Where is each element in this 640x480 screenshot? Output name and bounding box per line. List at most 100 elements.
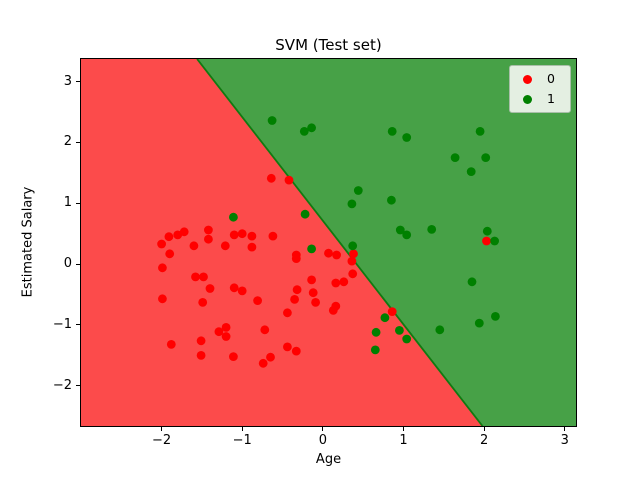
scatter-point-class-0 [387,307,397,316]
legend-marker-icon [523,94,532,104]
legend-item-class-1: 1 [510,89,570,109]
scatter-point-class-0 [291,254,301,263]
scatter-point-class-1 [370,345,380,355]
scatter-point-class-1 [380,313,390,323]
scatter-point-class-1 [402,133,412,142]
scatter-point-class-0 [196,351,206,360]
scatter-point-class-1 [353,186,363,195]
scatter-point-class-1 [267,116,277,125]
scatter-point-class-1 [371,327,381,337]
scatter-point-class-1 [491,312,500,321]
scatter-point-class-0 [339,277,349,287]
x-tick-mark [402,427,404,431]
scatter-point-class-0 [324,248,333,258]
scatter-point-class-0 [331,278,341,288]
scatter-point-class-1 [482,226,492,236]
scatter-point-class-1 [307,123,316,133]
y-tick-label: 2 [63,134,72,150]
y-tick-label: −2 [52,377,72,393]
decision-boundary-line [196,59,484,426]
chart-title: SVM (Test set) [275,36,382,54]
x-tick-label: 1 [399,433,408,448]
scatter-point-class-1 [299,127,309,136]
x-axis-label: Age [315,452,342,467]
scatter-point-class-0 [204,234,213,244]
y-tick-mark [76,202,80,204]
scatter-point-class-0 [237,229,247,239]
legend-label: 1 [547,91,555,106]
scatter-point-class-0 [307,275,316,285]
legend-label: 0 [547,71,555,86]
y-axis-label: Estimated Salary [20,186,36,298]
scatter-point-class-0 [253,296,262,305]
y-tick-label: 0 [63,256,72,272]
scatter-point-class-1 [307,244,316,254]
scatter-point-class-1 [427,225,437,234]
scatter-point-class-0 [292,285,302,295]
scatter-point-class-1 [490,236,499,246]
scatter-point-class-0 [268,231,278,241]
scatter-point-class-0 [158,294,167,304]
legend-marker-icon [523,74,532,84]
scatter-point-class-0 [220,241,230,251]
scatter-point-class-0 [328,306,338,315]
y-tick-label: −1 [52,316,72,332]
scatter-point-class-0 [166,340,176,349]
scatter-point-class-0 [196,336,206,346]
scatter-point-class-1 [466,167,476,176]
scatter-point-class-0 [199,272,208,282]
scatter-point-class-0 [349,249,358,259]
y-tick-mark [76,81,80,83]
scatter-point-class-0 [348,269,358,279]
y-tick-mark [76,263,80,265]
x-tick-mark [483,427,485,431]
plot-area [80,58,577,427]
scatter-point-class-1 [435,325,445,335]
scatter-point-class-1 [450,153,460,162]
scatter-point-class-0 [260,325,270,335]
scatter-point-class-1 [467,277,477,287]
scatter-point-class-0 [229,283,239,293]
y-tick-label: 3 [63,73,72,89]
scatter-point-class-0 [189,241,199,251]
scatter-point-class-1 [387,195,396,205]
scatter-point-class-0 [311,298,320,307]
scatter-point-class-0 [283,308,292,318]
scatter-point-class-0 [157,239,166,249]
scatter-point-class-1 [347,199,357,209]
scatter-point-class-1 [300,209,310,219]
x-axis-ticks: −2 −1 0 1 2 3 [81,427,576,453]
scatter-point-class-0 [237,286,247,296]
scatter-point-class-0 [284,175,294,185]
scatter-point-class-0 [179,227,189,237]
scatter-point-class-0 [266,352,275,362]
scatter-point-class-0 [214,327,224,337]
scatter-point-class-0 [221,332,231,341]
scatter-point-class-0 [204,225,213,235]
scatter-point-class-1 [395,225,405,235]
x-tick-label: −1 [232,433,252,448]
scatter-point-class-1 [402,230,412,240]
scatter-point-class-1 [402,334,412,344]
scatter-point-class-0 [308,288,318,298]
scatter-point-class-0 [229,352,238,361]
y-tick-mark [76,324,80,326]
scatter-point-class-0 [290,295,299,304]
scatter-point-class-1 [395,326,404,335]
x-tick-label: 3 [560,433,569,448]
scatter-point-class-0 [258,358,268,368]
scatter-point-class-1 [474,318,484,328]
region-class-0 [81,59,483,426]
scatter-point-class-0 [198,298,208,307]
y-axis-ticks: 3 2 1 0 −1 −2 [0,59,80,426]
x-tick-mark [161,427,163,431]
scatter-point-class-0 [191,272,200,282]
scatter-point-class-0 [482,236,491,246]
x-tick-mark [322,427,324,431]
scatter-point-class-1 [229,212,238,222]
scatter-point-class-0 [158,263,167,273]
scatter-point-class-0 [205,284,215,293]
scatter-point-class-0 [164,232,174,242]
